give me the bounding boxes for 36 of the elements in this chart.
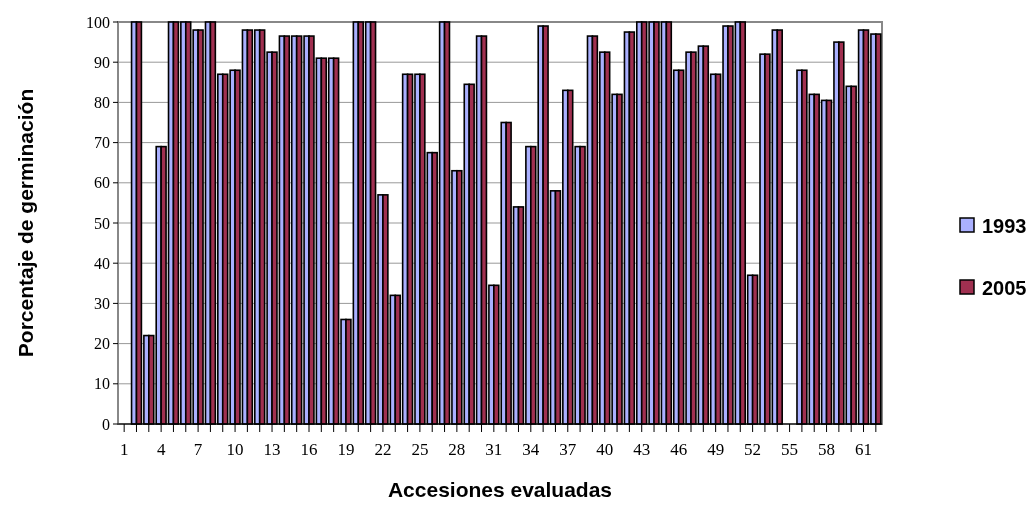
x-tick-label: 22 [374,440,392,459]
x-tick-label: 55 [781,440,799,459]
x-tick-label: 40 [596,440,614,459]
y-tick-label: 50 [94,214,110,232]
x-tick-label: 1 [119,440,129,459]
x-tick-label: 52 [744,440,762,459]
x-tick-label: 4 [156,440,166,459]
x-tick-label: 49 [707,440,725,459]
y-tick-label: 0 [102,415,110,433]
x-tick-label: 34 [522,440,540,459]
x-tick-label: 16 [300,440,318,459]
x-tick-label: 46 [670,440,688,459]
y-tick-label: 100 [86,13,110,31]
x-tick-label: 43 [633,440,651,459]
y-tick-label: 70 [94,134,110,152]
y-tick-label: 30 [94,295,110,312]
legend-label: 1993 [982,215,1027,237]
x-tick-label: 61 [855,440,873,459]
x-tick-label: 13 [263,440,281,459]
y-tick-label: 20 [94,335,110,353]
legend-label: 2005 [982,277,1027,299]
y-tick-label: 10 [94,375,110,393]
x-tick-label: 31 [485,440,503,459]
x-tick-label: 19 [337,440,355,459]
x-tick-label: 7 [193,440,203,459]
x-tick-label: 37 [559,440,577,459]
y-axis-title: Porcentaje de germinación [14,88,37,358]
x-tick-label: 28 [448,440,466,459]
y-tick-label: 40 [94,254,110,272]
y-tick-label: 80 [94,94,110,111]
x-tick-label: 10 [226,440,244,459]
y-tick-label: 90 [94,53,110,71]
x-axis-title: Accesiones evaluadas [387,478,613,501]
x-tick-label: 25 [411,440,429,459]
x-tick-label: 58 [818,440,836,459]
y-tick-label: 60 [94,174,110,192]
